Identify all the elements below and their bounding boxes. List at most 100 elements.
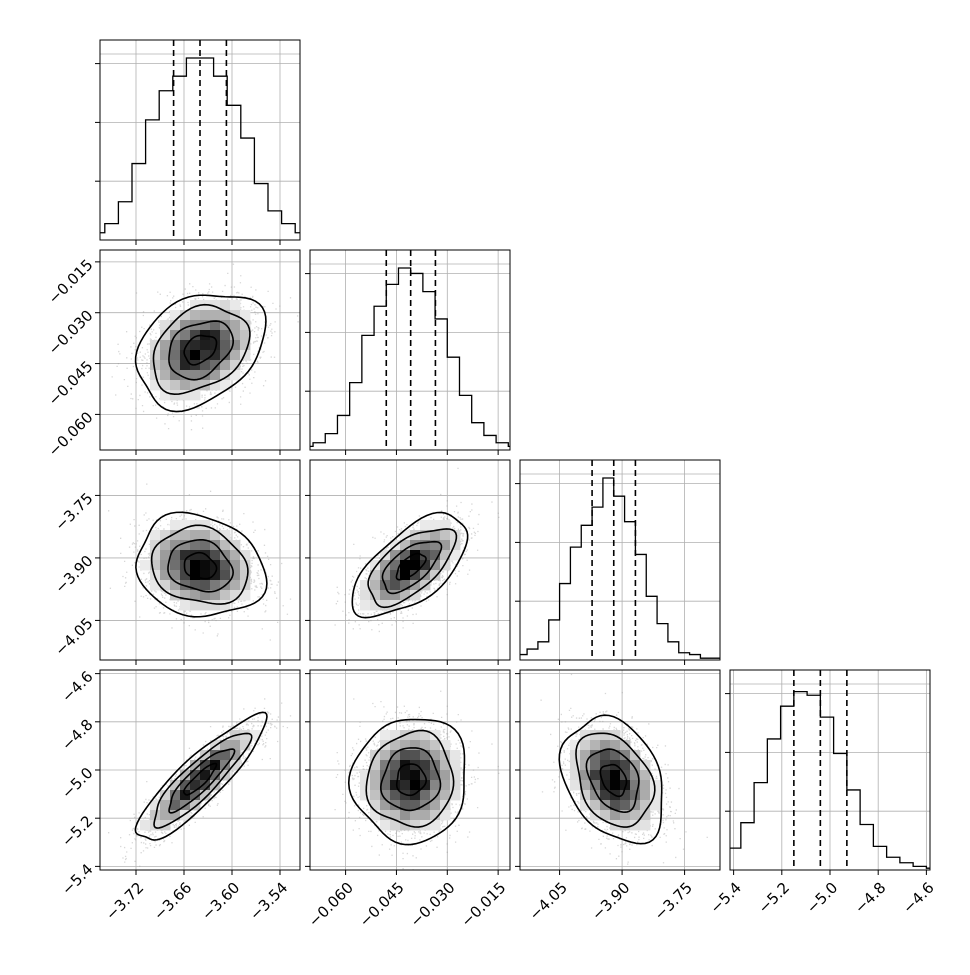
density-cell: [430, 770, 441, 781]
density-cell: [440, 540, 451, 551]
density-cell: [200, 750, 211, 761]
density-cell: [210, 370, 221, 381]
density-cell: [610, 810, 621, 821]
density-cell: [430, 820, 441, 831]
density-cell: [600, 750, 611, 761]
y-tick-label: −5.4: [58, 860, 96, 898]
x-tick-label: −3.72: [102, 879, 147, 924]
panel-frame: [309, 249, 511, 451]
density-cell: [200, 580, 211, 591]
density-cell: [210, 550, 221, 561]
density-cell: [190, 340, 201, 351]
y-tick-label: −0.030: [45, 307, 97, 359]
density-cell: [170, 540, 181, 551]
density-cell: [360, 600, 371, 611]
density-cell: [220, 590, 231, 601]
density-cell: [400, 780, 411, 791]
density-cell: [190, 580, 201, 591]
density-cell: [400, 540, 411, 551]
density-cell: [250, 730, 261, 741]
y-tick-label: −0.060: [45, 408, 97, 460]
density-cell: [140, 560, 151, 571]
density-cell: [190, 590, 201, 601]
density-cell: [200, 590, 211, 601]
density-cell: [240, 730, 251, 741]
density-cell: [410, 580, 421, 591]
density-cell: [220, 540, 231, 551]
panel-content: [310, 250, 510, 450]
density-cell: [630, 820, 641, 831]
density-cell: [200, 540, 211, 551]
density-cell: [210, 580, 221, 591]
density-cell: [220, 550, 231, 561]
panel-content: [111, 263, 299, 431]
density-cell: [410, 770, 421, 781]
panel-content: [334, 690, 500, 870]
density-cell: [410, 820, 421, 831]
density-cell: [190, 560, 201, 571]
density-cell: [230, 350, 241, 361]
density-cell: [210, 310, 221, 321]
density-cell: [200, 570, 211, 581]
density-cell: [240, 560, 251, 571]
density-cell: [200, 360, 211, 371]
density-cell: [380, 820, 391, 831]
density-cell: [600, 740, 611, 751]
density-cell: [430, 780, 441, 791]
density-cell: [400, 800, 411, 811]
density-cell: [380, 790, 391, 801]
density-cell: [420, 550, 431, 561]
density-cell: [420, 540, 431, 551]
density-cell: [170, 810, 181, 821]
contour-line: [153, 732, 253, 829]
panel-2-0: [100, 460, 300, 660]
density-cell: [420, 560, 431, 571]
density-cell: [380, 750, 391, 761]
density-cell: [570, 760, 581, 771]
x-tick-label: −3.66: [150, 879, 195, 924]
density-cell: [390, 820, 401, 831]
density-cell: [230, 300, 241, 311]
density-cell: [220, 750, 231, 761]
density-cell: [150, 340, 161, 351]
x-tick-label: −5.2: [755, 879, 793, 917]
density-cell: [230, 740, 241, 751]
density-cell: [210, 750, 221, 761]
density-cell: [200, 530, 211, 541]
density-cell: [410, 560, 421, 571]
density-cell: [370, 560, 381, 571]
density-cell: [160, 370, 171, 381]
density-cell: [210, 530, 221, 541]
contour-line: [381, 540, 443, 595]
density-cell: [420, 740, 431, 751]
density-cell: [170, 370, 181, 381]
density-cell: [440, 770, 451, 781]
density-cell: [160, 340, 171, 351]
contour-line: [182, 762, 218, 796]
density-cell: [650, 800, 661, 811]
contour-line: [135, 511, 268, 618]
density-cell: [400, 770, 411, 781]
density-cell: [190, 330, 201, 341]
density-cell: [150, 560, 161, 571]
density-cell: [410, 540, 421, 551]
density-cell: [410, 550, 421, 561]
panel-1-0: [100, 250, 300, 450]
density-cell: [240, 330, 251, 341]
density-cell: [150, 820, 161, 831]
density-cell: [400, 550, 411, 561]
density-cell: [230, 360, 241, 371]
density-cell: [390, 750, 401, 761]
density-cell: [450, 750, 461, 761]
density-cell: [430, 800, 441, 811]
density-cell: [640, 820, 651, 831]
x-tick-label: −4.05: [526, 879, 571, 924]
density-cell: [220, 300, 231, 311]
density-cell: [620, 820, 631, 831]
density-cell: [190, 310, 201, 321]
density-cell: [380, 600, 391, 611]
density-cell: [160, 810, 171, 821]
density-cell: [190, 550, 201, 561]
density-cell: [400, 810, 411, 821]
density-cell: [240, 340, 251, 351]
